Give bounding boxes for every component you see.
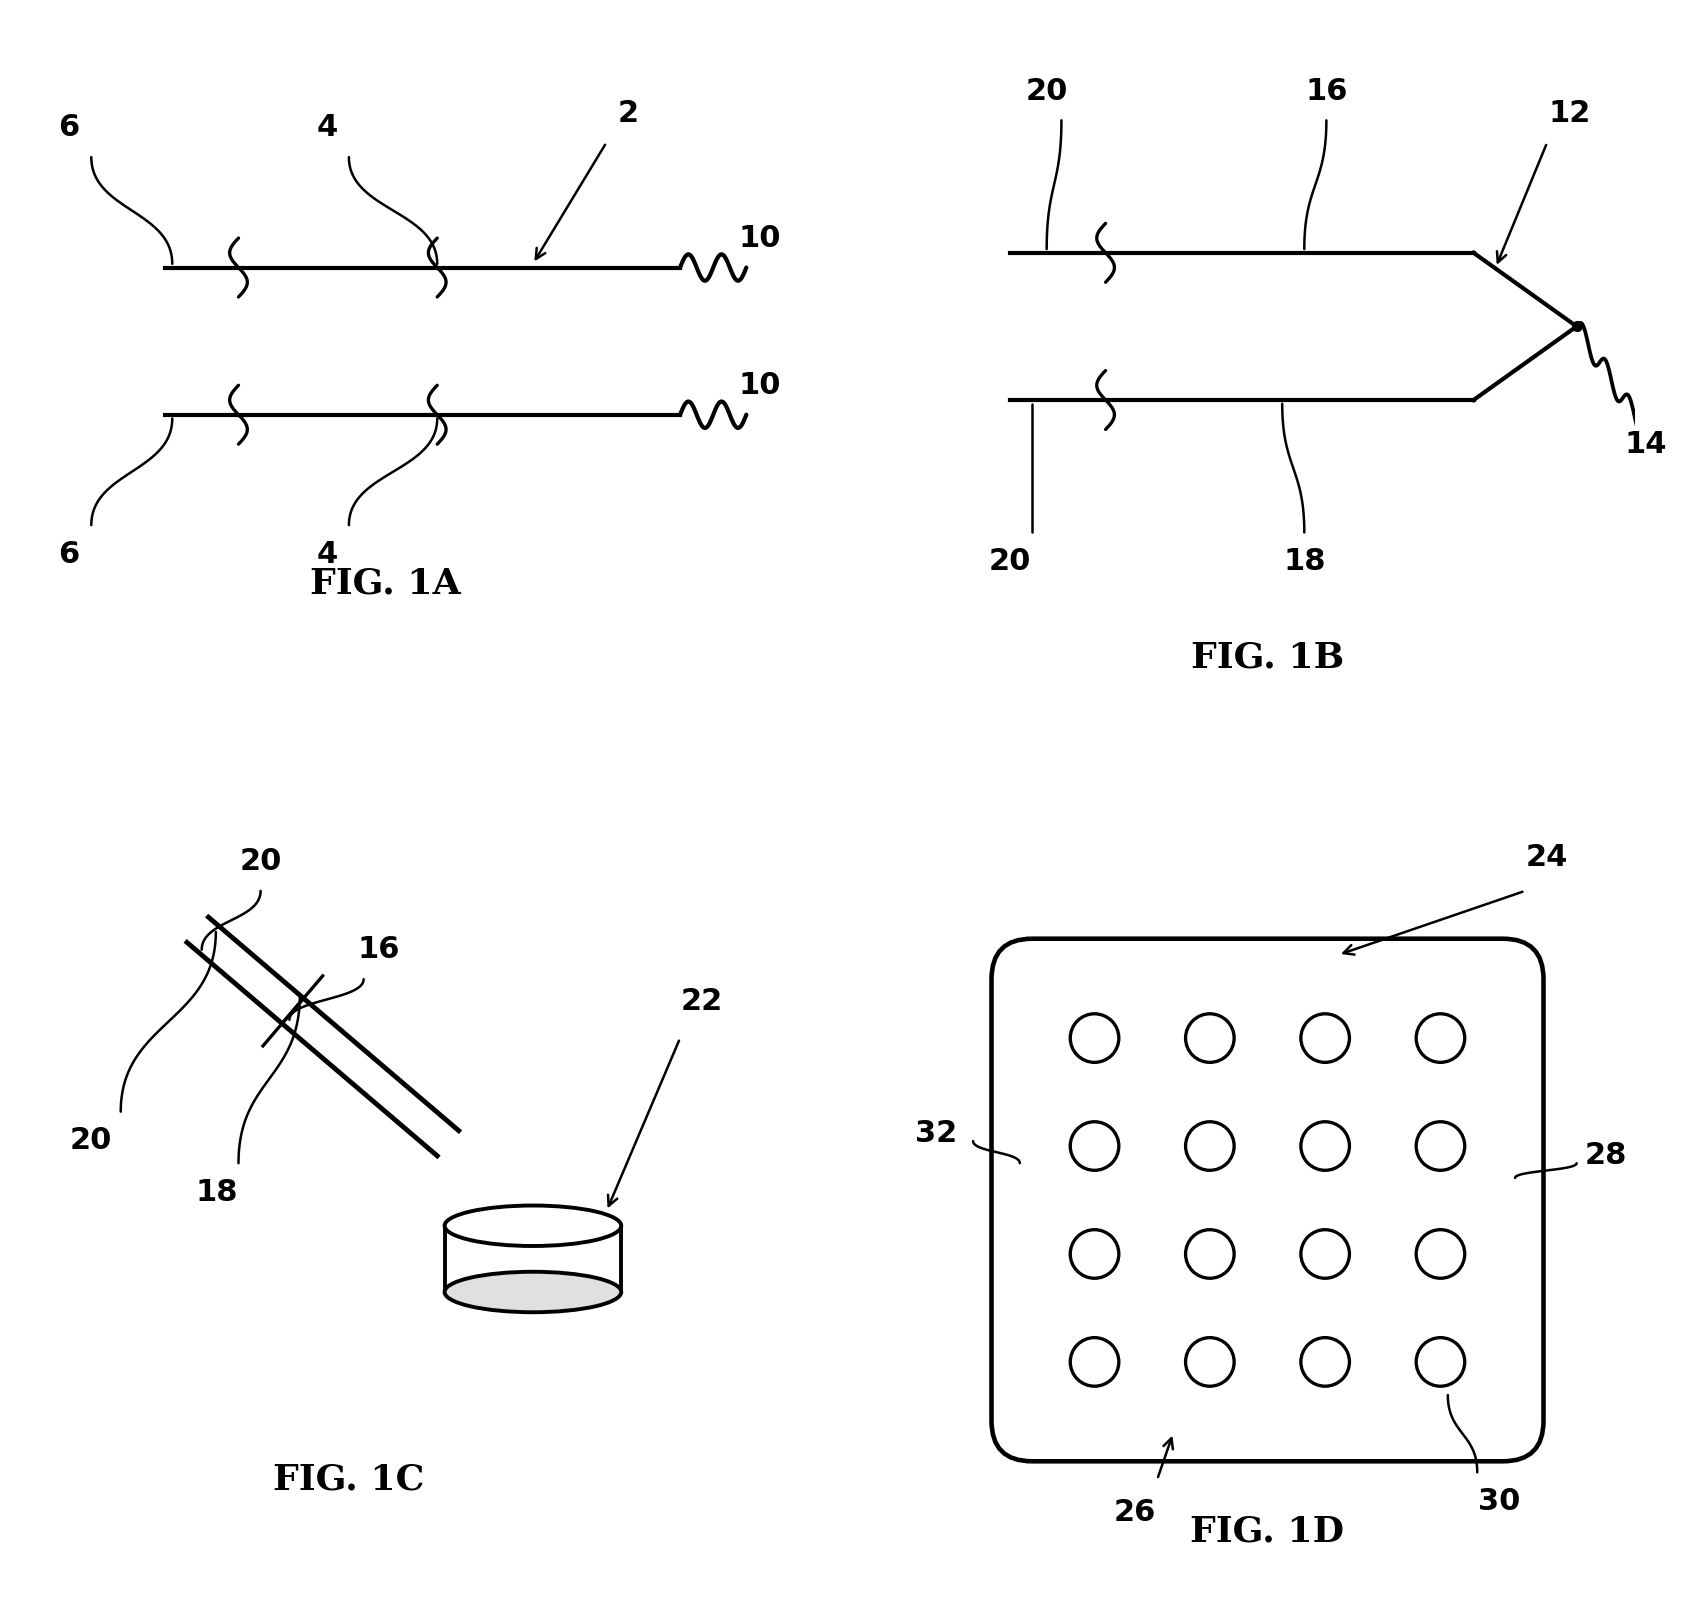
Text: 28: 28	[1584, 1141, 1627, 1170]
Text: 12: 12	[1547, 99, 1589, 128]
Text: 32: 32	[915, 1120, 958, 1149]
Text: 24: 24	[1525, 843, 1567, 872]
Circle shape	[1069, 1014, 1118, 1062]
Text: 18: 18	[194, 1178, 238, 1206]
Text: 20: 20	[1025, 77, 1067, 106]
Text: 10: 10	[738, 371, 780, 400]
Circle shape	[1415, 1014, 1464, 1062]
Text: 20: 20	[988, 547, 1030, 576]
Text: 20: 20	[240, 846, 282, 877]
Ellipse shape	[444, 1272, 622, 1312]
Text: 16: 16	[1304, 77, 1346, 106]
Text: 16: 16	[356, 936, 399, 965]
Bar	[444, 1226, 622, 1293]
Text: 18: 18	[1282, 547, 1324, 576]
Circle shape	[1069, 1122, 1118, 1170]
FancyBboxPatch shape	[991, 939, 1542, 1461]
Text: 10: 10	[738, 224, 780, 253]
Text: 22: 22	[681, 987, 723, 1016]
Text: FIG. 1C: FIG. 1C	[274, 1462, 424, 1496]
Text: 4: 4	[316, 539, 338, 570]
Circle shape	[1186, 1014, 1233, 1062]
Text: 2: 2	[618, 99, 638, 128]
Circle shape	[1186, 1230, 1233, 1278]
Text: 30: 30	[1478, 1486, 1520, 1517]
Circle shape	[1301, 1122, 1348, 1170]
Text: 20: 20	[69, 1126, 113, 1155]
Circle shape	[1186, 1122, 1233, 1170]
Circle shape	[1415, 1230, 1464, 1278]
Circle shape	[1301, 1014, 1348, 1062]
Circle shape	[1301, 1338, 1348, 1386]
Text: FIG. 1B: FIG. 1B	[1191, 640, 1343, 675]
Circle shape	[1069, 1338, 1118, 1386]
Text: 26: 26	[1113, 1498, 1155, 1526]
Circle shape	[1415, 1338, 1464, 1386]
Text: 6: 6	[59, 539, 79, 570]
Text: FIG. 1A: FIG. 1A	[311, 566, 461, 602]
Text: 14: 14	[1623, 430, 1665, 459]
Circle shape	[1069, 1230, 1118, 1278]
Text: 4: 4	[316, 114, 338, 142]
Circle shape	[1186, 1338, 1233, 1386]
Circle shape	[1415, 1122, 1464, 1170]
Text: 6: 6	[59, 114, 79, 142]
Text: FIG. 1D: FIG. 1D	[1189, 1514, 1344, 1549]
Circle shape	[1301, 1230, 1348, 1278]
Ellipse shape	[444, 1205, 622, 1246]
